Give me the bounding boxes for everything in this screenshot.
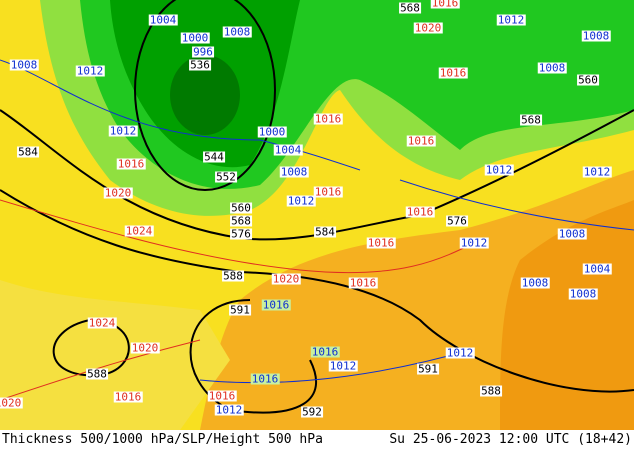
thickness-label: 1024 [87,316,117,330]
isobar-label: 1008 [537,61,567,75]
height-label: 568 [399,1,421,15]
isobar-label: 996 [192,45,214,59]
isobar-label: 1000 [180,31,210,45]
thickness-label: 1016 [313,112,343,126]
thickness-label: 1024 [124,224,154,238]
height-label: 560 [577,73,599,87]
dark-orange-field [500,200,634,430]
height-label: 591 [229,303,251,317]
isobar-label: 1012 [484,163,514,177]
thickness-label: 1016 [405,205,435,219]
map-title: Thickness 500/1000 hPa/SLP/Height 500 hP… [2,432,323,447]
height-label: 568 [520,113,542,127]
height-label: 591 [417,362,439,376]
isobar-label: 1004 [148,13,178,27]
isobar-label: 1012 [75,64,105,78]
thickness-label: 1016 [113,390,143,404]
isobar-label: 1008 [9,58,39,72]
height-label: 584 [17,145,39,159]
thickness-label: 1016 [348,276,378,290]
thickness-label: 1016 [313,185,343,199]
thickness-label: 1016 [430,0,460,9]
isobar-label: 1008 [520,276,550,290]
light-yellow-field [0,280,230,430]
isobar-label: 1008 [557,227,587,241]
isobar-label: 1004 [582,262,612,276]
thickness-label: 1016 [438,66,468,80]
isobar-label: 1008 [568,287,598,301]
isobar-label: 1012 [459,236,489,250]
thickness-label: 1020 [0,397,23,409]
map-caption: Thickness 500/1000 hPa/SLP/Height 500 hP… [0,430,634,450]
thickness-label: 1016 [116,157,146,171]
isobar-label: 1008 [222,25,252,39]
height-label: 588 [222,269,244,283]
isobar-label: 1000 [257,125,287,139]
height-label: 592 [301,405,323,419]
thickness-label: 1016 [207,389,237,403]
isobar-label: 1004 [273,143,303,157]
height-label: 536 [189,58,211,72]
isobar-label: 1008 [581,29,611,43]
thickness-label: 1016 [261,298,291,312]
height-label: 588 [480,384,502,398]
height-label: 560 [230,201,252,215]
thickness-label: 1016 [366,236,396,250]
isobar-label: 1012 [582,165,612,179]
isobar-label: 1012 [328,359,358,373]
isobar-label: 1012 [214,403,244,417]
map-datetime: Su 25-06-2023 12:00 UTC (18+42) [389,432,632,447]
thickness-label: 1020 [103,186,133,200]
height-label: 576 [446,214,468,228]
isobar-label: 1012 [445,346,475,360]
isobar-label: 1012 [496,13,526,27]
height-label: 588 [86,367,108,381]
thickness-label: 1020 [271,272,301,286]
thickness-label: 1020 [413,21,443,35]
map-canvas [0,0,634,430]
height-label: 584 [314,225,336,239]
isobar-label: 1008 [279,165,309,179]
height-label: 544 [203,150,225,164]
height-label: 552 [215,170,237,184]
height-label: 576 [230,227,252,241]
thickness-label: 1016 [406,134,436,148]
thickness-label: 1016 [310,345,340,359]
thickness-label: 1016 [250,372,280,386]
height-label: 568 [230,214,252,228]
low-center [170,55,240,135]
thickness-label: 1020 [130,341,160,355]
isobar-label: 1012 [286,194,316,208]
isobars [0,59,634,384]
isobar-label: 1012 [108,124,138,138]
